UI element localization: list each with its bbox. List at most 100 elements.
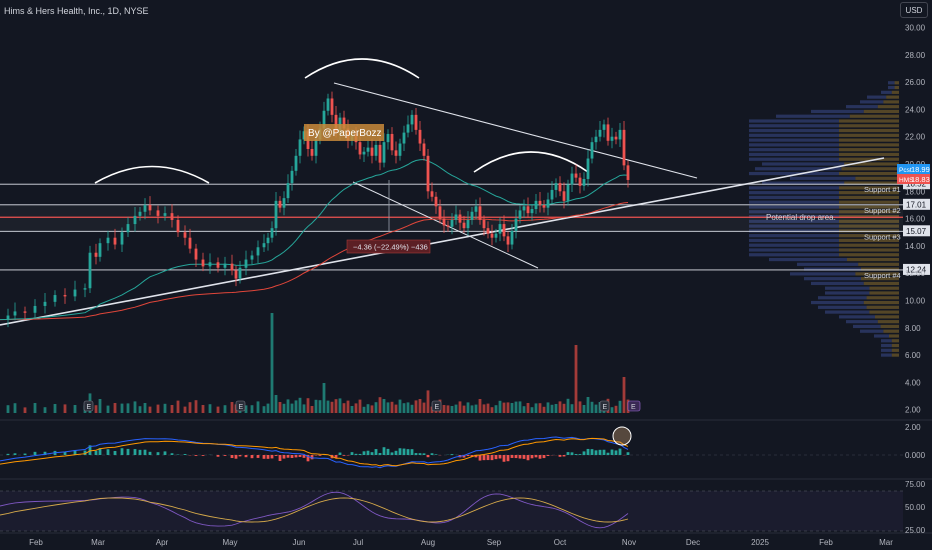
- macd-histogram-bar: [143, 449, 147, 455]
- rsi-tick-label: 25.00: [905, 526, 926, 535]
- candle-body: [410, 114, 414, 125]
- volume-profile-bar: [883, 329, 899, 333]
- candle-body: [33, 305, 37, 313]
- volume-bar: [278, 402, 282, 413]
- candle-body: [590, 142, 594, 159]
- volume-profile-bar: [839, 133, 899, 137]
- macd-histogram-bar: [482, 455, 486, 461]
- candle-body: [454, 214, 458, 220]
- candle-body: [506, 236, 510, 245]
- volume-bar: [322, 383, 326, 413]
- volume-profile-bar: [811, 109, 864, 114]
- macd-histogram-bar: [542, 455, 546, 459]
- volume-profile-bar: [891, 348, 899, 352]
- volume-profile-bar: [881, 343, 892, 348]
- volume-bar: [294, 400, 298, 413]
- macd-histogram-bar: [133, 449, 137, 455]
- candle-body: [570, 173, 574, 185]
- candle-body: [474, 206, 478, 212]
- volume-profile-bar: [891, 339, 899, 343]
- support-price-label: 12.24: [906, 265, 927, 274]
- candle-body: [143, 204, 147, 212]
- macd-histogram-bar: [466, 455, 470, 457]
- macd-histogram-bar: [63, 451, 67, 455]
- macd-histogram-bar: [223, 455, 227, 456]
- volume-profile-bar: [749, 138, 839, 142]
- volume-bar: [43, 407, 47, 413]
- candle-body: [126, 224, 130, 233]
- candle-body: [434, 196, 438, 207]
- volume-bar: [502, 402, 506, 413]
- rsi-tick-label: 75.00: [905, 480, 926, 489]
- candle-body: [478, 206, 482, 220]
- time-tick-label: Feb: [29, 538, 43, 547]
- volume-profile-bar: [861, 267, 899, 271]
- volume-profile-bar: [818, 296, 867, 300]
- volume-bar: [346, 400, 350, 413]
- volume-profile-bar: [839, 191, 899, 195]
- volume-bar: [618, 400, 622, 413]
- volume-bar: [474, 404, 478, 413]
- volume-profile-bar: [839, 219, 899, 223]
- candle-body: [594, 136, 598, 143]
- candle-body: [310, 148, 314, 156]
- candle-body: [502, 224, 506, 237]
- candle-body: [163, 213, 167, 216]
- candle-body: [378, 144, 382, 163]
- candle-body: [578, 177, 582, 186]
- earnings-marker: [235, 400, 246, 412]
- ma-50-line: [0, 158, 629, 321]
- rsi-pane: 75.00 50.00 25.00: [0, 480, 926, 535]
- volume-bar: [362, 406, 366, 413]
- volume-profile-bar: [749, 253, 839, 257]
- volume-profile-bar: [883, 100, 899, 104]
- volume-bar: [318, 400, 322, 413]
- volume-profile-bar: [811, 281, 864, 286]
- measure-label: −4.36 (−22.49%) −436: [353, 243, 428, 252]
- volume-profile-bar: [886, 95, 899, 99]
- volume-bar: [406, 402, 410, 413]
- candle-body: [450, 219, 454, 227]
- candle-body: [201, 259, 205, 267]
- volume-profile-bar: [749, 205, 839, 209]
- macd-histogram-bar: [306, 455, 310, 462]
- candle-body: [286, 183, 290, 199]
- macd-histogram-bar: [262, 455, 266, 459]
- macd-histogram-bar: [582, 451, 586, 455]
- candle-body: [94, 252, 98, 257]
- volume-bar: [338, 398, 342, 413]
- volume-bar: [156, 404, 160, 413]
- volume-bar: [282, 403, 286, 413]
- candle-body: [606, 124, 610, 141]
- volume-profile-bar: [839, 243, 899, 247]
- candle-body: [290, 170, 294, 184]
- volume-profile-bar: [891, 90, 899, 94]
- macd-histogram-bar: [414, 453, 418, 455]
- volume-bar: [358, 399, 362, 413]
- volume-bar: [482, 404, 486, 413]
- volume-bar: [530, 407, 534, 413]
- candle-body: [133, 215, 137, 225]
- candle-body: [298, 139, 302, 156]
- volume-profile-bar: [861, 277, 899, 281]
- volume-bar: [138, 406, 142, 413]
- candle-body: [486, 228, 490, 234]
- price-tick-label: 16.00: [905, 215, 926, 224]
- price-tick-label: 24.00: [905, 105, 926, 114]
- price-tick-label: 26.00: [905, 78, 926, 87]
- volume-profile-bar: [839, 234, 899, 238]
- candle-body: [602, 124, 606, 130]
- macd-histogram-bar: [486, 455, 490, 461]
- volume-bar: [326, 400, 330, 413]
- macd-tick-label: 0.000: [905, 451, 926, 460]
- macd-histogram-bar: [434, 454, 438, 455]
- volume-profile-bar: [839, 124, 899, 128]
- volume-bar: [374, 402, 378, 413]
- chart-title: Hims & Hers Health, Inc., 1D, NYSE: [4, 6, 149, 16]
- candle-body: [526, 206, 530, 214]
- volume-bar: [208, 404, 212, 413]
- currency-button[interactable]: USD: [900, 2, 928, 18]
- candle-body: [430, 191, 434, 197]
